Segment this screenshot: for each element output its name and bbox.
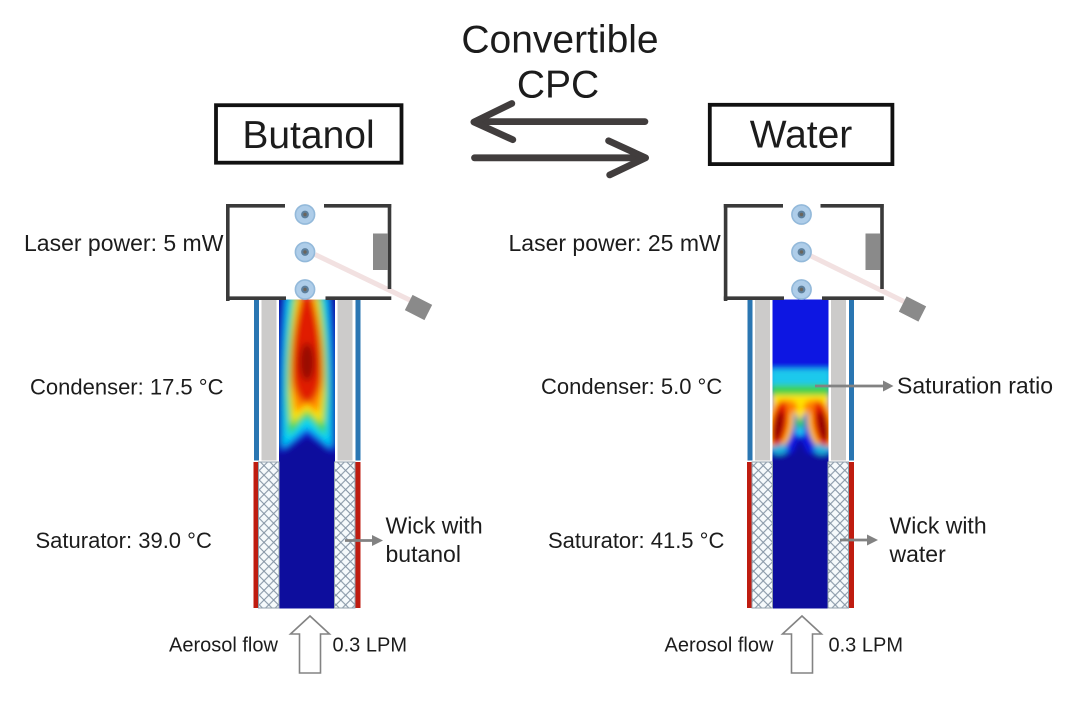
svg-text:Condenser: 5.0 °C: Condenser: 5.0 °C [541,374,722,399]
svg-text:Butanol: Butanol [242,114,374,157]
svg-text:Aerosol flow: Aerosol flow [169,635,278,657]
svg-text:Convertible: Convertible [461,19,658,62]
svg-text:water: water [889,541,947,567]
svg-text:Laser power: 5 mW: Laser power: 5 mW [24,230,224,256]
svg-text:Wick with: Wick with [890,513,987,539]
svg-text:CPC: CPC [517,64,599,107]
svg-text:Saturation ratio: Saturation ratio [897,373,1053,399]
svg-text:Aerosol flow: Aerosol flow [665,635,774,657]
svg-text:Water: Water [750,114,853,157]
svg-text:Wick with: Wick with [386,513,483,539]
svg-text:Laser power: 25 mW: Laser power: 25 mW [509,230,721,256]
svg-text:0.3 LPM: 0.3 LPM [333,635,407,657]
svg-text:butanol: butanol [386,541,461,567]
svg-text:Saturator: 39.0 °C: Saturator: 39.0 °C [36,528,212,553]
svg-text:Saturator: 41.5 °C: Saturator: 41.5 °C [548,528,724,553]
svg-text:Condenser: 17.5 °C: Condenser: 17.5 °C [30,375,224,400]
svg-text:0.3 LPM: 0.3 LPM [829,635,903,657]
